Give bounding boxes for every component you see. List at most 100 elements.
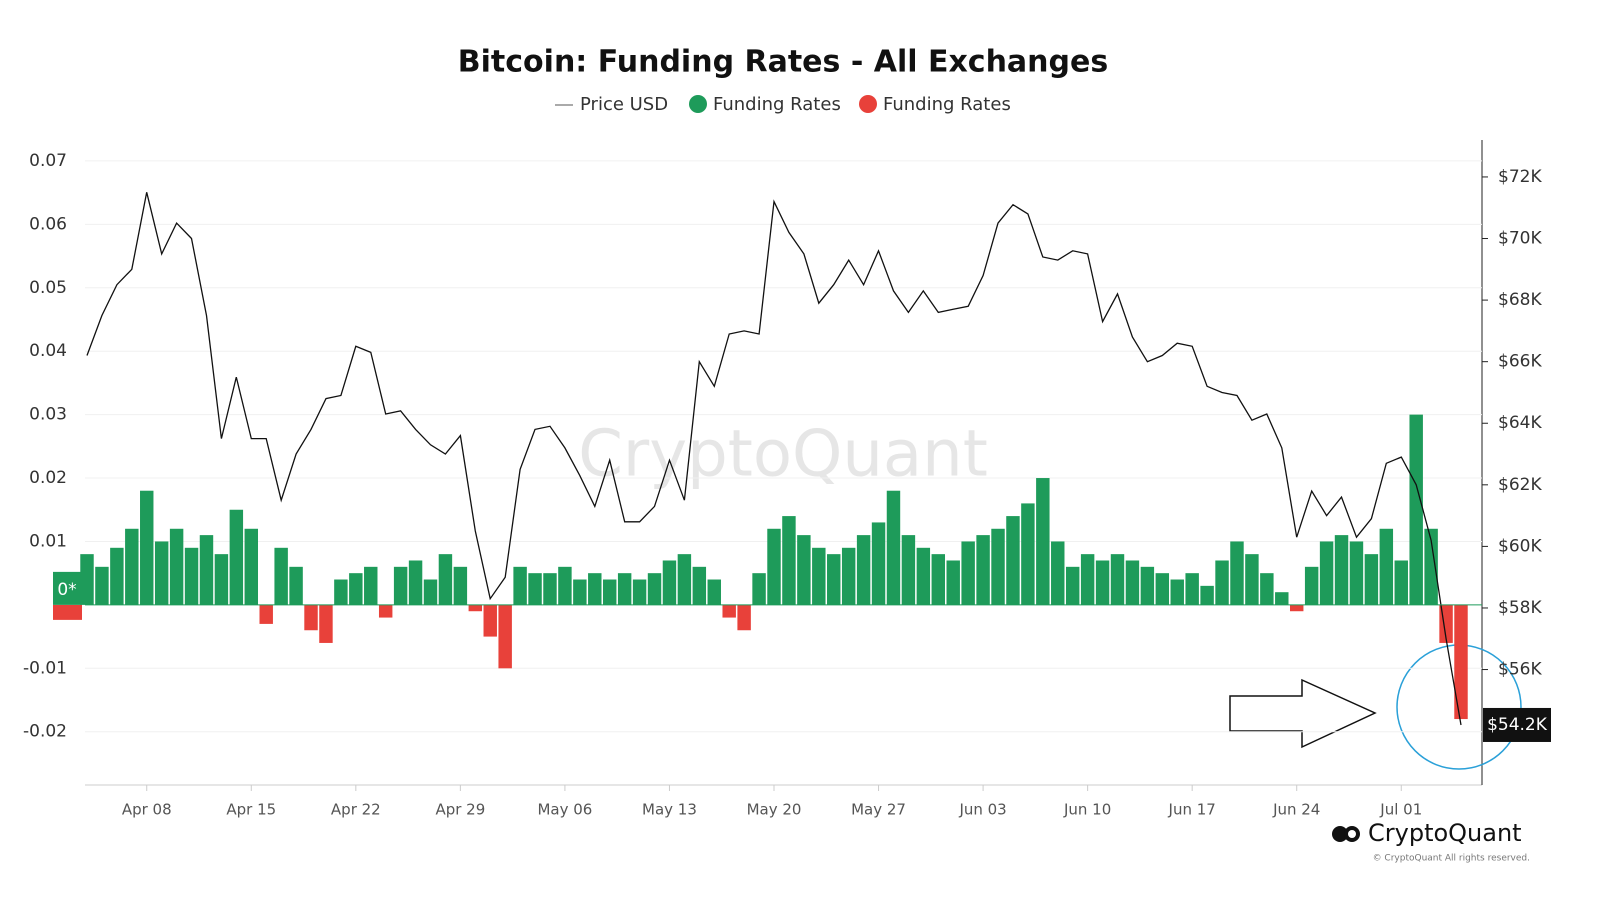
bar bbox=[558, 566, 572, 605]
bar bbox=[393, 566, 408, 605]
bar bbox=[1051, 541, 1065, 605]
bar bbox=[334, 579, 348, 605]
last-price-box bbox=[1483, 707, 1551, 742]
bar bbox=[289, 566, 303, 605]
bar bbox=[1140, 566, 1155, 605]
bar bbox=[1200, 585, 1214, 605]
x-tick-label: Apr 15 bbox=[226, 801, 276, 819]
bar bbox=[991, 528, 1005, 605]
bar bbox=[1394, 560, 1408, 605]
x-tick-label: Jun 17 bbox=[1168, 801, 1216, 819]
bar bbox=[1006, 516, 1020, 605]
bar bbox=[871, 522, 886, 605]
bar bbox=[274, 547, 288, 605]
bar bbox=[617, 573, 632, 605]
legend-label: Price USD bbox=[580, 94, 668, 115]
bar bbox=[946, 560, 960, 605]
legend-marker bbox=[859, 95, 877, 113]
bar bbox=[1036, 478, 1050, 605]
watermark: CryptoQuant bbox=[578, 418, 988, 492]
y2-tick-label: $70K bbox=[1498, 229, 1542, 249]
bar bbox=[199, 535, 214, 605]
y-tick-label: -0.02 bbox=[23, 722, 67, 742]
bar bbox=[1230, 541, 1244, 605]
y2-tick-label: $60K bbox=[1498, 536, 1542, 556]
zero-label-box bbox=[53, 571, 82, 605]
bar bbox=[483, 604, 497, 637]
bar bbox=[602, 579, 617, 605]
y2-tick-label: $68K bbox=[1498, 290, 1542, 310]
bar bbox=[901, 535, 916, 605]
bar bbox=[752, 573, 766, 605]
bar bbox=[349, 573, 363, 605]
bar bbox=[1379, 528, 1394, 605]
copyright: © CryptoQuant All rights reserved. bbox=[1373, 854, 1530, 864]
y2-tick-label: $66K bbox=[1498, 352, 1542, 372]
bar bbox=[259, 604, 273, 624]
bar bbox=[154, 541, 169, 605]
x-tick-label: Jun 03 bbox=[958, 801, 1006, 819]
bar bbox=[184, 547, 199, 605]
bar bbox=[1185, 573, 1199, 605]
bar bbox=[797, 535, 811, 605]
bar bbox=[95, 566, 109, 605]
bar bbox=[961, 541, 975, 605]
bar bbox=[1245, 554, 1259, 605]
bar bbox=[319, 604, 333, 643]
y-tick-label: 0.05 bbox=[29, 278, 67, 298]
bar bbox=[812, 547, 826, 605]
x-tick-label: May 06 bbox=[537, 801, 592, 819]
bar bbox=[110, 547, 124, 605]
bar bbox=[767, 528, 781, 605]
zero-label: 0* bbox=[57, 580, 76, 600]
legend-label: Funding Rates bbox=[883, 94, 1011, 115]
y2-tick-label: $58K bbox=[1498, 598, 1542, 618]
bar bbox=[304, 604, 318, 631]
bar bbox=[1409, 414, 1423, 605]
bar bbox=[80, 554, 94, 605]
bar bbox=[841, 547, 856, 605]
x-tick-label: Apr 22 bbox=[331, 801, 381, 819]
x-tick-label: Apr 08 bbox=[122, 801, 172, 819]
y2-tick-label: $56K bbox=[1498, 660, 1542, 680]
bar bbox=[378, 604, 393, 618]
y-tick-label: 0.06 bbox=[29, 214, 67, 234]
bar bbox=[528, 573, 542, 605]
y-tick-label: 0.02 bbox=[29, 468, 67, 488]
bar bbox=[1080, 554, 1095, 605]
bar bbox=[1275, 592, 1289, 605]
bar bbox=[1110, 554, 1125, 605]
bar bbox=[856, 535, 871, 605]
y-tick-label: 0.03 bbox=[29, 405, 67, 425]
bar bbox=[1289, 604, 1304, 612]
x-tick-label: Jun 10 bbox=[1063, 801, 1111, 819]
bar bbox=[1065, 566, 1080, 605]
bar bbox=[1349, 541, 1364, 605]
bar bbox=[1170, 579, 1184, 605]
y2-tick-label: $72K bbox=[1498, 167, 1542, 187]
bar bbox=[573, 579, 587, 605]
x-tick-label: Jul 01 bbox=[1379, 801, 1422, 819]
bar bbox=[1125, 560, 1140, 605]
brand: CryptoQuant bbox=[1368, 819, 1522, 847]
bar bbox=[408, 560, 423, 605]
bar bbox=[722, 604, 736, 618]
bar bbox=[976, 535, 990, 605]
bar bbox=[707, 579, 721, 605]
bar bbox=[468, 604, 483, 612]
bar bbox=[140, 490, 154, 605]
bar bbox=[125, 528, 139, 605]
bar bbox=[214, 554, 229, 605]
y2-tick-label: $62K bbox=[1498, 475, 1542, 495]
bar bbox=[662, 560, 677, 605]
bar bbox=[438, 554, 453, 605]
x-tick-label: May 20 bbox=[747, 801, 802, 819]
bar bbox=[1215, 560, 1229, 605]
chart-title: Bitcoin: Funding Rates - All Exchanges bbox=[458, 45, 1108, 80]
bar bbox=[588, 573, 602, 605]
legend-label: Funding Rates bbox=[713, 94, 841, 115]
logo bbox=[1332, 826, 1360, 842]
price-line bbox=[86, 192, 1462, 726]
legend-marker bbox=[689, 95, 707, 113]
